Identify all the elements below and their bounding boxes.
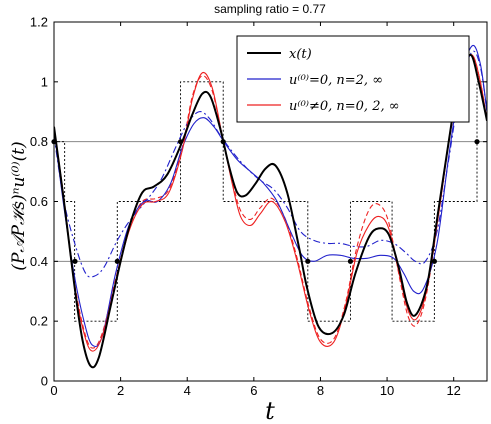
legend-label-0: x(t)	[289, 47, 312, 62]
x-tick-label-3: 6	[250, 383, 257, 398]
axis-ticks: 0 2 4 6 8 10 12 0 0.2 0.4 0.6 0.8 1 1.2	[30, 15, 487, 398]
y-tick-label-0: 0	[41, 374, 48, 389]
x-tick-label-0: 0	[50, 383, 57, 398]
x-tick-label-4: 8	[317, 383, 324, 398]
x-tick-label-5: 10	[380, 383, 394, 398]
y-tick-label-1: 0.2	[30, 314, 48, 329]
sample-point-4	[220, 139, 226, 145]
y-tick-label-2: 0.4	[30, 254, 48, 269]
series-line-0	[54, 53, 487, 369]
y-tick-label-5: 1	[41, 74, 48, 89]
sample-point-2	[114, 258, 120, 264]
chart-title: sampling ratio = 0.77	[214, 2, 326, 16]
y-tick-label-3: 0.6	[30, 194, 48, 209]
y-tick-label-6: 1.2	[30, 15, 48, 30]
y-axis-label: (P𝒜Pℋs)ⁿu⁽⁰⁾(t)	[9, 141, 29, 270]
y-tick-label-4: 0.8	[30, 134, 48, 149]
sample-point-1	[72, 258, 78, 264]
x-tick-label-2: 4	[184, 383, 191, 398]
sample-point-8	[474, 139, 480, 145]
legend-label-2: u⁽⁰⁾≠0, n=0, 2, ∞	[289, 99, 400, 114]
x-tick-label-1: 2	[117, 383, 124, 398]
legend-label-1: u⁽⁰⁾=0, n=2, ∞	[289, 73, 383, 88]
series-line-3	[54, 50, 487, 278]
sample-point-6	[347, 258, 354, 264]
sample-point-3	[177, 139, 184, 145]
x-axis-label: t	[265, 397, 275, 424]
sample-point-7	[431, 258, 437, 264]
legend: x(t) u⁽⁰⁾=0, n=2, ∞ u⁽⁰⁾≠0, n=0, 2, ∞	[236, 35, 470, 123]
sample-point-5	[305, 258, 311, 264]
series-line-1	[54, 44, 487, 348]
plot-area	[51, 21, 488, 382]
x-tick-label-6: 12	[446, 383, 460, 398]
series-line-4	[54, 54, 487, 349]
